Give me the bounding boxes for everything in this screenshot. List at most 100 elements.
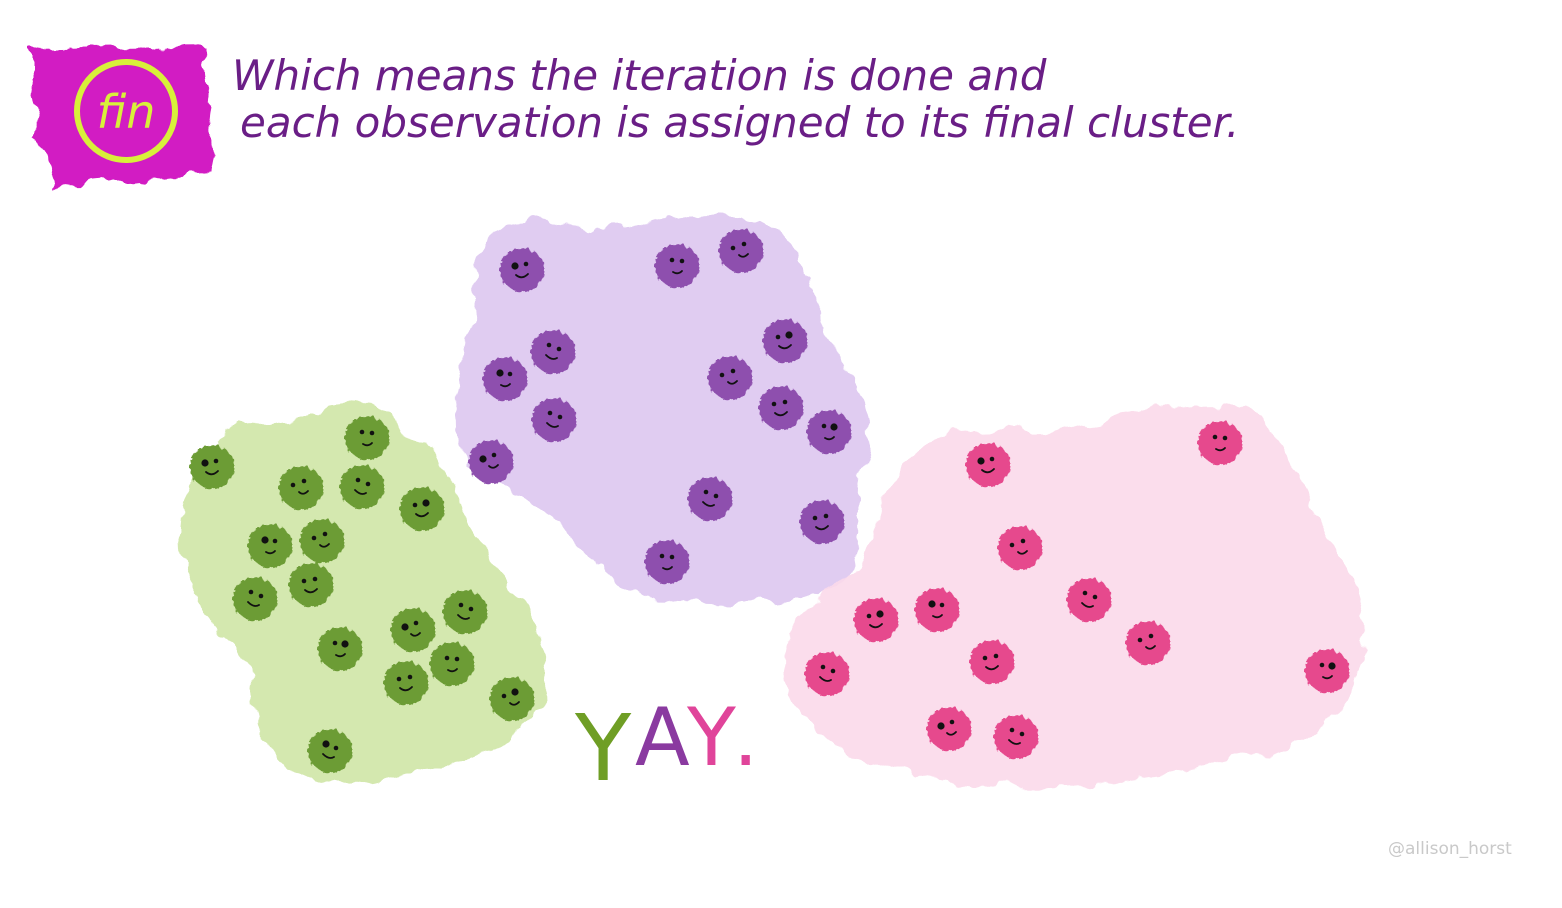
pink-observation-point — [1067, 578, 1111, 622]
purple-observation-point — [708, 356, 752, 400]
point-dot — [384, 661, 428, 705]
green-observation-point — [190, 445, 234, 489]
badge-ring-icon — [74, 59, 178, 163]
badge-label: fin — [97, 85, 156, 139]
smiley-face-icon — [322, 740, 339, 759]
green-observation-point — [391, 608, 435, 652]
yay-letter-1: Y — [574, 695, 632, 802]
green-observation-point — [248, 524, 292, 568]
purple-cluster-blob — [455, 212, 871, 602]
green-observation-point — [490, 677, 534, 721]
smiley-face-icon — [937, 719, 957, 736]
point-dot — [430, 642, 474, 686]
smiley-face-icon — [1137, 633, 1156, 650]
point-dot — [483, 357, 527, 401]
green-observation-point — [289, 563, 333, 607]
pink-observation-point — [1126, 621, 1170, 665]
yay-letter-3: Y — [686, 691, 737, 784]
smiley-face-icon — [457, 602, 474, 620]
purple-observation-point — [759, 386, 803, 430]
smiley-face-icon — [1212, 434, 1228, 452]
point-dot — [759, 386, 803, 430]
purple-observation-point — [719, 229, 763, 273]
smiley-face-icon — [866, 610, 884, 629]
green-observation-point — [308, 729, 352, 773]
point-dot — [655, 244, 699, 288]
smiley-face-icon — [496, 369, 513, 388]
point-dot — [300, 519, 344, 563]
pink-observation-point — [854, 598, 898, 642]
green-observation-point — [443, 590, 487, 634]
smiley-face-icon — [1319, 662, 1336, 680]
point-dot — [645, 540, 689, 584]
smiley-face-icon — [332, 640, 349, 658]
smiley-face-icon — [261, 536, 278, 555]
smiley-face-icon — [812, 513, 829, 531]
smiley-face-icon — [501, 688, 520, 706]
purple-observation-point — [807, 410, 851, 454]
green-observation-point — [384, 661, 428, 705]
point-dot — [500, 248, 544, 292]
purple-observation-point — [500, 248, 544, 292]
purple-observation-point — [763, 319, 807, 363]
smiley-face-icon — [247, 589, 264, 607]
smiley-face-icon — [201, 458, 219, 476]
smiley-face-icon — [775, 331, 793, 350]
point-dot — [289, 563, 333, 607]
smiley-face-icon — [1009, 538, 1028, 555]
smiley-face-icon — [545, 342, 562, 360]
point-dot — [998, 526, 1042, 570]
point-dot — [1126, 621, 1170, 665]
point-dot — [970, 640, 1014, 684]
smiley-face-icon — [977, 456, 995, 474]
point-dot — [308, 729, 352, 773]
point-dot — [318, 627, 362, 671]
smiley-face-icon — [719, 368, 738, 385]
pink-observation-point — [998, 526, 1042, 570]
smiley-face-icon — [821, 423, 838, 441]
point-dot — [994, 715, 1038, 759]
green-observation-point — [318, 627, 362, 671]
point-dot — [763, 319, 807, 363]
point-dot — [805, 652, 849, 696]
point-dot — [800, 500, 844, 544]
purple-observation-point — [645, 540, 689, 584]
point-dot — [279, 466, 323, 510]
pink-observation-point — [970, 640, 1014, 684]
smiley-face-icon — [730, 241, 749, 258]
title-line-1: Which means the iteration is done and — [232, 51, 1047, 100]
smiley-face-icon — [511, 261, 529, 279]
purple-observation-point — [469, 440, 513, 484]
pink-observation-point — [927, 707, 971, 751]
smiley-face-icon — [479, 452, 499, 469]
smiley-face-icon — [546, 410, 563, 428]
smiley-face-icon — [359, 429, 375, 447]
smiley-face-icon — [1008, 727, 1025, 745]
smiley-face-icon — [928, 600, 945, 619]
smiley-face-icon — [982, 653, 999, 671]
yay-period: . — [733, 691, 758, 784]
smiley-face-icon — [396, 674, 413, 692]
point-dot — [190, 445, 234, 489]
title-block: Which means the iteration is done and ea… — [232, 51, 1239, 147]
smiley-face-icon — [290, 478, 309, 495]
purple-observation-point — [483, 357, 527, 401]
point-dot — [719, 229, 763, 273]
smiley-face-icon — [354, 477, 371, 495]
observation-points — [190, 229, 1349, 773]
point-dot — [1198, 421, 1242, 465]
point-dot — [1305, 649, 1349, 693]
yay-exclamation: Y A Y . — [574, 691, 758, 802]
point-dot — [807, 410, 851, 454]
point-dot — [688, 477, 732, 521]
pink-observation-point — [994, 715, 1038, 759]
green-observation-point — [279, 466, 323, 510]
yay-letter-2: A — [635, 691, 690, 784]
pink-observation-point — [966, 443, 1010, 487]
point-dot — [469, 440, 513, 484]
point-dot — [708, 356, 752, 400]
smiley-face-icon — [412, 499, 430, 518]
point-dot — [400, 487, 444, 531]
point-dot — [233, 577, 277, 621]
